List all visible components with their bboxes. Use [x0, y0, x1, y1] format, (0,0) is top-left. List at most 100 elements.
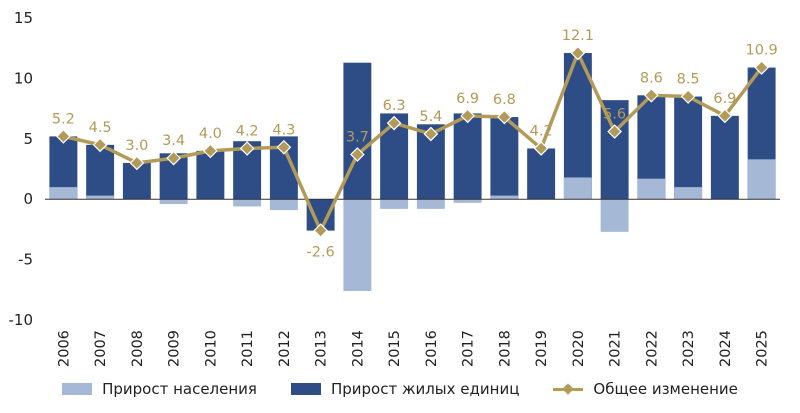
x-tick-label: 2015: [387, 330, 403, 367]
bar-population: [416, 199, 445, 209]
total-change-marker: [460, 108, 475, 124]
x-tick-label: 2009: [167, 330, 183, 367]
total-change-marker: [386, 115, 402, 131]
total-change-data-label: -2.6: [306, 245, 334, 261]
y-tick-label: 5: [23, 130, 33, 148]
total-change-data-label: 5.6: [603, 107, 626, 123]
bar-housing: [600, 100, 629, 200]
x-tick-label: 2025: [755, 330, 771, 367]
x-tick-label: 2012: [277, 330, 293, 367]
y-tick-label: 0: [23, 190, 33, 208]
total-change-data-label: 6.8: [493, 92, 516, 108]
total-change-data-label: 6.9: [456, 91, 479, 107]
x-tick-label: 2024: [718, 330, 734, 367]
x-tick-label: 2017: [461, 330, 477, 367]
total-change-data-label: 3.7: [346, 130, 369, 146]
bar-population: [563, 177, 592, 200]
bar-housing: [453, 113, 482, 200]
legend-swatch-total: [553, 383, 584, 395]
x-tick-label: 2022: [644, 330, 660, 367]
total-change-data-label: 6.3: [383, 98, 406, 114]
x-tick-label: 2007: [93, 330, 109, 367]
legend-item-population: Прирост населения: [62, 380, 257, 398]
total-change-data-label: 8.6: [640, 70, 663, 86]
total-change-data-label: 5.2: [52, 111, 75, 127]
bar-population: [600, 199, 629, 232]
x-tick-label: 2018: [497, 330, 513, 367]
bar-population: [637, 178, 666, 200]
x-tick-label: 2013: [314, 330, 330, 367]
bar-housing: [196, 150, 225, 200]
x-tick-label: 2014: [350, 330, 366, 367]
bar-population: [343, 199, 372, 292]
y-tick-label: -5: [18, 251, 33, 269]
x-tick-label: 2011: [240, 330, 256, 367]
total-change-data-label: 8.5: [677, 72, 700, 88]
total-change-data-label: 6.9: [713, 91, 736, 107]
bar-population: [49, 187, 78, 200]
total-change-marker: [423, 126, 439, 142]
total-change-data-label: 10.9: [745, 43, 777, 59]
y-tick-label: 10: [14, 69, 33, 87]
total-change-marker: [129, 155, 145, 171]
bar-housing: [86, 144, 115, 200]
bar-population: [747, 159, 776, 200]
total-change-marker: [276, 139, 292, 155]
legend-label-housing: Прирост жилых единиц: [330, 380, 520, 398]
chart-plot: 15 10 5 0 -5 -10 5.2 4.5 3.0 3.4 4.0 4.2 4.3 -2.6 3.7 6…: [9, 9, 780, 367]
total-change-data-label: 4.3: [272, 122, 295, 138]
total-change-data-label: 3.4: [162, 133, 185, 149]
x-tick-label: 2021: [608, 330, 624, 367]
total-change-marker: [166, 150, 181, 166]
bar-housing: [490, 117, 519, 200]
x-tick-label: 2023: [681, 330, 697, 367]
legend-swatch-housing: [290, 383, 321, 395]
total-change-marker: [313, 223, 328, 238]
x-tick-label: 2016: [424, 330, 440, 367]
total-change-marker: [56, 129, 71, 144]
bar-population: [233, 199, 262, 207]
y-tick-label: -10: [9, 311, 34, 329]
total-change-marker: [607, 124, 622, 139]
total-change-marker: [754, 60, 769, 75]
bar-population: [86, 195, 115, 200]
x-tick-label: 2008: [130, 330, 146, 367]
legend-swatch-population: [62, 383, 93, 395]
bar-population: [269, 199, 298, 211]
bar-population: [490, 195, 519, 200]
total-change-marker: [92, 137, 108, 153]
total-change-marker: [717, 108, 733, 124]
bar-population: [674, 187, 703, 200]
bar-housing: [527, 148, 556, 200]
total-change-marker: [533, 141, 549, 156]
total-change-data-label: 12.1: [562, 28, 594, 44]
chart-legend: Прирост населения Прирост жилых единиц О…: [0, 374, 800, 404]
total-change-data-label: 4.2: [236, 123, 259, 139]
total-change-data-label: 4.5: [89, 120, 112, 136]
total-change-data-label: 5.4: [419, 109, 442, 125]
total-change-marker: [680, 89, 696, 104]
total-change-marker: [570, 45, 586, 61]
x-tick-label: 2010: [203, 330, 219, 367]
total-change-marker: [350, 147, 365, 162]
bar-population: [159, 199, 188, 205]
x-tick-label: 2020: [571, 330, 587, 367]
bar-population: [453, 199, 482, 203]
total-change-data-label: 4.0: [199, 126, 222, 142]
y-tick-label: 15: [14, 9, 33, 27]
total-change-marker: [203, 143, 218, 159]
total-change-marker: [497, 109, 512, 125]
total-change-data-label: 3.0: [125, 138, 148, 154]
x-tick-label: 2019: [534, 330, 550, 367]
x-tick-label: 2006: [56, 330, 72, 367]
bar-housing: [674, 96, 703, 200]
total-change-marker: [644, 87, 659, 103]
legend-item-housing: Прирост жилых единиц: [290, 380, 520, 398]
total-change-data-label: 4.2: [530, 123, 553, 139]
legend-label-total: Общее изменение: [593, 380, 738, 398]
bar-population: [380, 199, 409, 209]
bar-housing: [710, 115, 739, 200]
total-change-marker: [239, 141, 255, 156]
legend-label-population: Прирост населения: [102, 380, 257, 398]
